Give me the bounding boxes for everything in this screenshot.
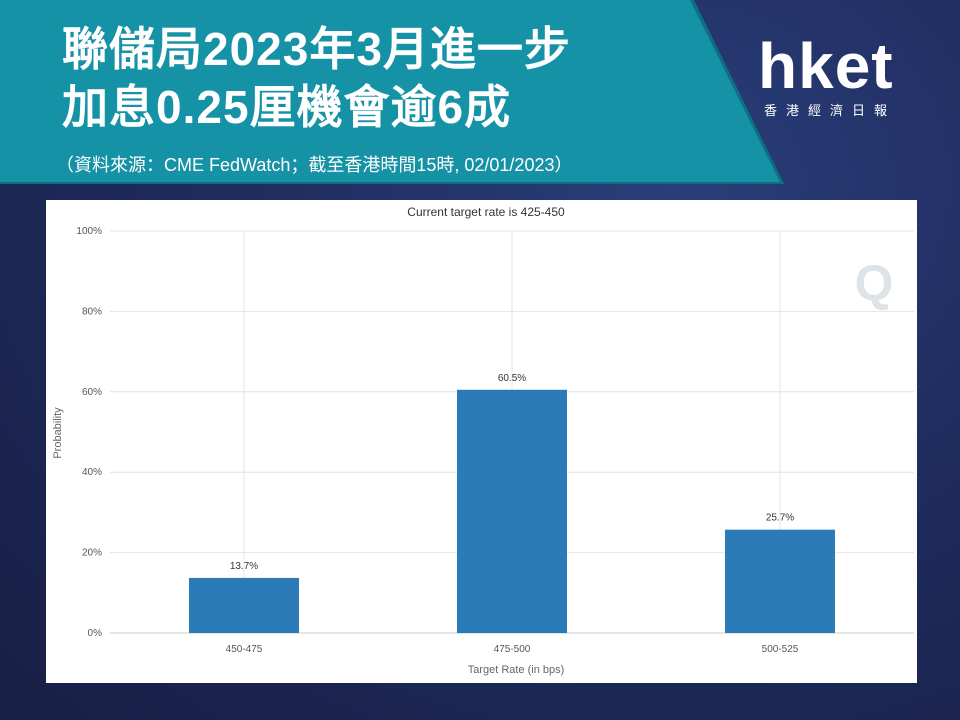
bar-450-475 <box>189 577 299 633</box>
y-tick-label: 0% <box>88 628 103 639</box>
logo-subtitle: 香港經濟日報 <box>764 103 897 118</box>
y-tick-label: 40% <box>82 467 102 478</box>
y-tick-label: 100% <box>76 226 102 237</box>
bar-value-label: 25.7% <box>766 513 794 524</box>
label-layer: 0% 20% 40% 60% 80% 100% 13.7% 450-475 60.5% 475-5… <box>76 226 798 655</box>
x-tick-label: 450-475 <box>226 644 263 655</box>
y-tick-label: 80% <box>82 306 102 317</box>
hket-logo: hket 香港經濟日報 <box>758 30 928 119</box>
y-tick-label: 20% <box>82 548 102 559</box>
bar-value-label: 60.5% <box>498 373 526 384</box>
logo-word: hket <box>758 30 894 102</box>
headline: 聯儲局2023年3月進一步 加息0.25厘機會逾6成 <box>62 20 571 136</box>
source-note: （資料來源：CME FedWatch；截至香港時間15時, 02/01/2023… <box>56 155 573 175</box>
chart-title: Current target rate is 425-450 <box>407 205 565 219</box>
bar-chart: Current target rate is 425-450 0% 20% 40% 6… <box>52 205 914 676</box>
bar-value-label: 13.7% <box>230 561 258 572</box>
bar-475-500 <box>457 389 567 633</box>
y-tick-label: 60% <box>82 387 102 398</box>
headline-line-1: 聯儲局2023年3月進一步 <box>62 23 571 75</box>
y-axis-title: Probability <box>52 407 64 459</box>
chart-panel: Current target rate is 425-450 0% 20% 40% 6… <box>46 200 917 683</box>
x-tick-label: 500-525 <box>762 644 799 655</box>
bar-500-525 <box>725 529 835 633</box>
header-band <box>0 0 780 182</box>
x-axis-title: Target Rate (in bps) <box>468 664 565 676</box>
bar-layer <box>189 389 835 633</box>
q-watermark: Q <box>855 255 894 311</box>
x-tick-label: 475-500 <box>494 644 531 655</box>
headline-line-2: 加息0.25厘機會逾6成 <box>62 81 512 133</box>
